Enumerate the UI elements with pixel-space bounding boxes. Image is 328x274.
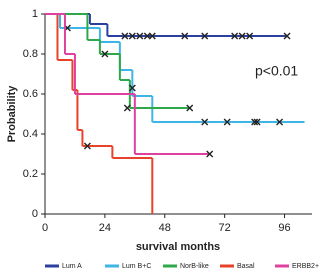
censor-mark xyxy=(128,84,136,92)
censor-mark xyxy=(238,32,246,40)
y-tick-label: 0 xyxy=(32,208,38,220)
y-tick-label: 0.2 xyxy=(23,168,38,180)
censor-mark xyxy=(246,32,254,40)
legend-label: Lum B+C xyxy=(122,263,151,270)
censor-mark xyxy=(186,104,194,112)
x-tick-label: 72 xyxy=(219,222,231,234)
censor-mark xyxy=(83,142,91,150)
x-tick-label: 48 xyxy=(159,222,171,234)
x-tick-label: 0 xyxy=(42,222,48,234)
censor-mark xyxy=(136,32,144,40)
y-tick-label: 0.8 xyxy=(23,48,38,60)
x-axis-label: survival months xyxy=(136,241,220,253)
censor-mark xyxy=(201,32,209,40)
censor-mark xyxy=(128,32,136,40)
y-tick-label: 0.6 xyxy=(23,88,38,100)
legend-label: ERBB2+ xyxy=(292,263,319,270)
y-axis-label: Probability xyxy=(6,85,18,143)
censor-mark xyxy=(148,32,156,40)
censor-mark xyxy=(123,104,131,112)
censor-mark xyxy=(181,32,189,40)
censor-mark xyxy=(251,118,259,126)
legend-label: NorB-like xyxy=(180,263,209,270)
censor-mark xyxy=(276,118,284,126)
legend-label: Basal xyxy=(237,263,255,270)
x-tick-label: 96 xyxy=(278,222,290,234)
censor-mark xyxy=(206,150,214,158)
y-tick-label: 0.4 xyxy=(23,128,38,140)
censor-mark xyxy=(143,32,151,40)
censor-mark xyxy=(283,32,291,40)
censor-mark xyxy=(101,50,109,58)
censor-mark xyxy=(231,32,239,40)
censor-mark xyxy=(223,118,231,126)
censor-mark xyxy=(201,118,209,126)
legend-label: Lum A xyxy=(62,263,82,270)
annotation: p<0.01 xyxy=(255,63,298,79)
censor-mark xyxy=(121,32,129,40)
censor-mark xyxy=(253,118,261,126)
x-tick-label: 24 xyxy=(99,222,111,234)
y-tick-label: 1 xyxy=(32,8,38,20)
